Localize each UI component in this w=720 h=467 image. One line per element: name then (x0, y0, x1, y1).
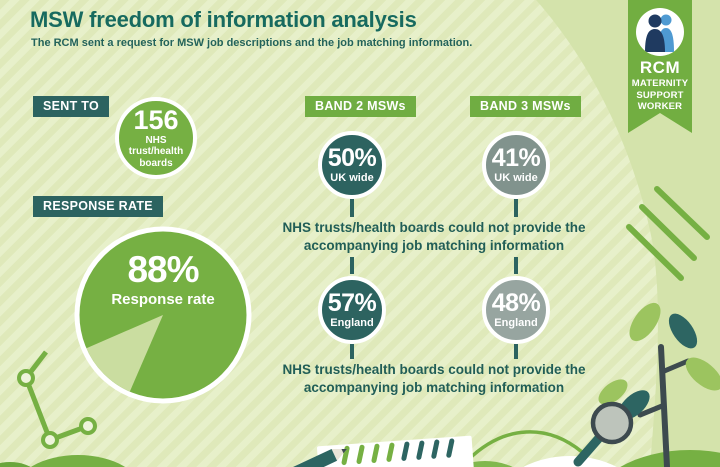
sent-to-stat-circle: 156 NHS trust/health boards (115, 97, 197, 179)
band3-england-scope: England (494, 317, 538, 329)
magnifier-icon (573, 401, 634, 467)
connector-line (514, 344, 518, 359)
connector-line (350, 344, 354, 359)
plant-icon (598, 302, 720, 467)
response-rate-value: 88% (127, 249, 199, 290)
pie-svg (74, 226, 252, 404)
band2-ukwide-scope: UK wide (330, 172, 374, 184)
people-icon (645, 14, 674, 52)
rcm-word-support: SUPPORT (636, 89, 684, 101)
connector-line (350, 199, 354, 217)
sent-to-caption: NHS trust/health boards (128, 134, 184, 169)
band2-ukwide-stat-circle: 50% UK wide (318, 131, 386, 199)
notepad-icon (316, 435, 477, 467)
band3-england-stat-circle: 48% England (482, 276, 550, 344)
bushes-left-shape (0, 455, 126, 467)
rcm-logo-emblem (636, 8, 684, 56)
band2-ukwide-value: 50% (327, 144, 377, 172)
band2-england-stat-circle: 57% England (318, 276, 386, 344)
connector-line (514, 257, 518, 274)
vine-icon (466, 430, 584, 462)
rcm-acronym: RCM (639, 58, 681, 77)
connector-line (514, 199, 518, 217)
response-rate-caption: Response rate (111, 291, 215, 308)
band3-badge: BAND 3 MSWs (470, 96, 581, 117)
rcm-word-worker: WORKER (637, 101, 683, 113)
connector-line (350, 257, 354, 274)
line-chart-decor-icon (17, 350, 97, 449)
note-ukwide: NHS trusts/health boards could not provi… (282, 220, 586, 253)
band3-ukwide-scope: UK wide (494, 172, 538, 184)
pie-center-label: 88% Response rate (73, 251, 253, 308)
sent-to-badge: SENT TO (33, 96, 110, 117)
band2-england-scope: England (330, 317, 374, 329)
page-subtitle: The RCM sent a request for MSW job descr… (31, 37, 473, 49)
pie-slice (86, 315, 163, 392)
pencil-icon (275, 448, 347, 467)
response-rate-badge: RESPONSE RATE (33, 196, 163, 217)
response-rate-pie-chart: 88% Response rate (73, 225, 253, 405)
band2-england-value: 57% (327, 289, 377, 317)
band2-badge: BAND 2 MSWs (305, 96, 416, 117)
rcm-word-maternity: MATERNITY (631, 77, 689, 89)
note-england: NHS trusts/health boards could not provi… (282, 362, 586, 395)
slash-lines-icon (626, 186, 710, 281)
sent-to-value: 156 (133, 104, 179, 135)
band3-ukwide-stat-circle: 41% UK wide (482, 131, 550, 199)
page-title: MSW freedom of information analysis (30, 7, 417, 32)
band3-england-value: 48% (491, 289, 541, 317)
rcm-logo-ribbon: RCM MATERNITY SUPPORT WORKER (628, 0, 692, 133)
band3-ukwide-value: 41% (491, 144, 541, 172)
